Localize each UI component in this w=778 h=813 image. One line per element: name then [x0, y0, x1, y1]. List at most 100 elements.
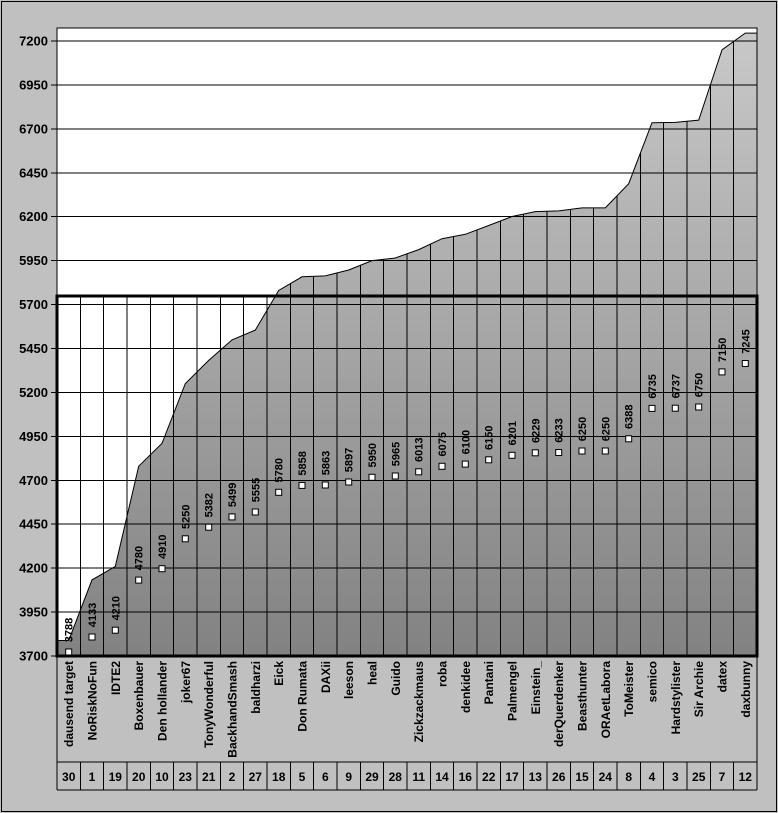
data-label: 6735: [647, 374, 659, 412]
category-label: Hardstylister: [669, 661, 683, 735]
data-label: 5499: [227, 483, 239, 521]
data-label-value: 6388: [624, 405, 636, 429]
category-label: Guido: [389, 661, 403, 696]
data-label: 5858: [297, 451, 309, 489]
rank-label: 25: [692, 770, 706, 784]
data-label-value: 5250: [180, 505, 192, 529]
rank-label: 5: [299, 770, 306, 784]
data-label: 5555: [250, 478, 262, 516]
legend-key-icon: [228, 513, 236, 521]
data-label: 6388: [624, 405, 636, 443]
rank-label: 7: [719, 770, 726, 784]
data-label-value: 6737: [670, 374, 682, 398]
data-label: 4780: [134, 546, 146, 584]
category-label: daxbunny: [739, 661, 753, 718]
data-label: 6233: [554, 418, 566, 456]
rank-label: 15: [575, 770, 589, 784]
rank-label: 17: [505, 770, 519, 784]
data-label-value: 5897: [344, 448, 356, 472]
y-tick-label: 7200: [19, 34, 48, 49]
legend-key-icon: [578, 447, 586, 455]
legend-key-icon: [718, 368, 726, 376]
y-tick-label: 4200: [19, 561, 48, 576]
data-label: 6150: [484, 426, 496, 464]
data-label-value: 4133: [87, 603, 99, 627]
legend-key-icon: [345, 478, 353, 486]
legend-key-icon: [741, 360, 749, 367]
legend-key-icon: [671, 404, 679, 412]
data-label-value: 5950: [367, 443, 379, 467]
data-label: 4133: [87, 603, 99, 641]
legend-key-icon: [648, 404, 656, 412]
legend-key-icon: [485, 456, 493, 464]
data-label-value: 5499: [227, 483, 239, 507]
rank-label: 20: [132, 770, 146, 784]
category-label: Einstein_: [529, 661, 543, 715]
category-label: semico: [646, 661, 660, 702]
y-tick-label: 6950: [19, 77, 48, 92]
legend-key-icon: [555, 449, 563, 456]
category-label: Beasthunter: [576, 661, 590, 731]
y-tick-label: 5700: [19, 297, 48, 312]
data-label: 5250: [180, 505, 192, 543]
category-label: Eick: [272, 661, 286, 686]
data-label: 7245: [740, 329, 752, 367]
rank-label: 3: [672, 770, 679, 784]
data-label-value: 6150: [484, 426, 496, 450]
y-tick-label: 4950: [19, 429, 48, 444]
category-label: Boxenbauer: [132, 661, 146, 731]
category-label: NoRiskNoFun: [86, 661, 100, 740]
y-tick-label: 5200: [19, 385, 48, 400]
category-label: DAXii: [319, 661, 333, 693]
legend-key-icon: [391, 472, 399, 480]
category-label: derQuerdenker: [552, 661, 566, 747]
y-tick-label: 3700: [19, 649, 48, 664]
category-label: IDTE2: [109, 661, 123, 695]
rank-label: 29: [365, 770, 379, 784]
rank-label: 11: [412, 770, 425, 784]
rank-label: 9: [345, 770, 352, 784]
data-label-value: 6250: [600, 417, 612, 441]
category-label: heal: [366, 661, 380, 685]
data-label-value: 6013: [414, 438, 426, 462]
data-label: 4210: [110, 596, 122, 634]
category-label: roba: [436, 661, 450, 687]
y-tick-label: 6200: [19, 209, 48, 224]
y-tick-label: 4700: [19, 473, 48, 488]
category-label: datex: [716, 661, 730, 693]
data-label-value: 6735: [647, 374, 659, 398]
legend-key-icon: [65, 648, 73, 656]
rank-label: 23: [179, 770, 193, 784]
rank-label: 10: [155, 770, 169, 784]
data-label-value: 4210: [110, 596, 122, 620]
legend-key-icon: [88, 633, 96, 641]
plot-border: [56, 27, 758, 657]
data-label: 5780: [274, 458, 286, 496]
rank-label: 12: [739, 770, 753, 784]
rank-label: 18: [272, 770, 286, 784]
category-label: Pantani: [482, 661, 496, 704]
legend-key-icon: [111, 626, 119, 634]
data-label: 5965: [390, 442, 402, 480]
legend-key-icon: [158, 565, 166, 573]
legend-key-icon: [321, 481, 329, 489]
data-label: 5382: [204, 493, 216, 531]
rank-label: 14: [435, 770, 449, 784]
rank-label: 22: [482, 770, 496, 784]
legend-key-icon: [135, 576, 143, 584]
category-label: dausend target: [62, 661, 76, 747]
data-label-value: 6100: [460, 430, 472, 454]
data-label: 6201: [507, 421, 519, 459]
data-label-value: 3788: [64, 618, 76, 642]
data-label: 5950: [367, 443, 379, 481]
rank-label: 8: [625, 770, 632, 784]
category-label: Don Rumata: [296, 661, 310, 732]
data-label-value: 6750: [694, 373, 706, 397]
category-label: Palmengel: [506, 661, 520, 721]
category-label: Den hollander: [156, 661, 170, 741]
category-label: ORAetLabora: [599, 661, 613, 739]
legend-key-icon: [415, 468, 423, 476]
